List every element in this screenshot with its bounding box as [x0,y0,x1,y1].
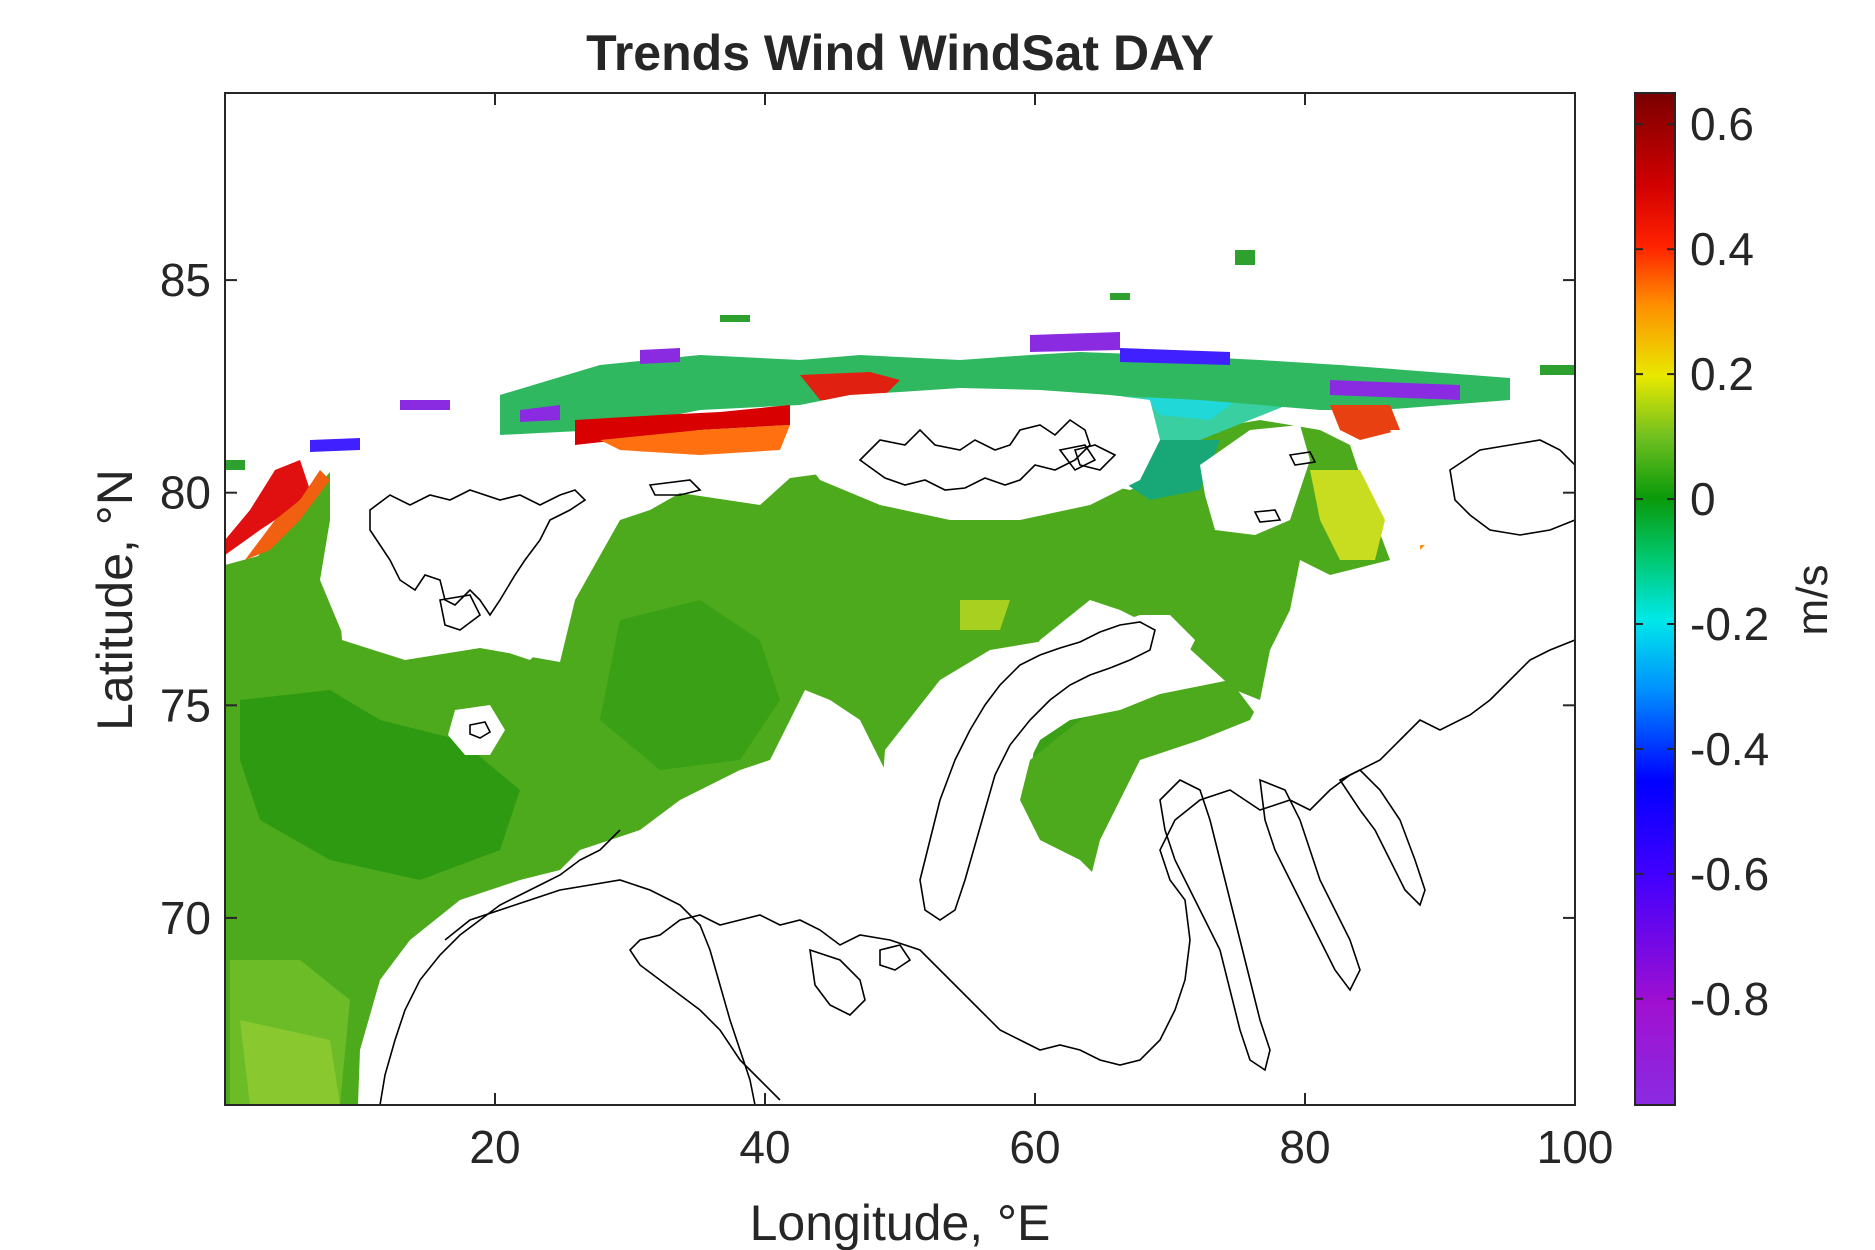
y-tick-label: 75 [160,679,211,731]
ice-edge-band [225,460,310,555]
ice-edge-band [1235,250,1255,265]
ice-edge-band [520,405,560,422]
x-tick-label: 100 [1537,1121,1614,1173]
ice-edge-band [1330,405,1400,440]
kola-coast [379,829,621,1105]
ice-edge-band [225,460,245,470]
ice-edge-band [720,315,750,322]
ocean-trend-region [1310,470,1385,560]
northern-kara-mask [1200,425,1310,535]
ice-edge-band [640,348,680,364]
x-tick-label: 20 [469,1121,520,1173]
y-axis: 70 75 80 85 [160,254,1575,944]
ocean-trend-region [240,1020,340,1105]
y-axis-label: Latitude, °N [87,469,143,731]
y-tick-label: 85 [160,254,211,306]
trend-field [225,250,1575,1105]
ice-edge-band [600,425,790,455]
ushakov-coast [1288,451,1317,466]
colorbar-label: m/s [1788,565,1837,636]
ocean-trend-region [225,420,1390,1105]
x-tick-label: 60 [1009,1121,1060,1173]
coastlines [369,418,1575,1105]
svalbard-coast [369,489,587,617]
siberia-mask [1050,430,1575,1105]
taymyr-coast [1338,769,1426,907]
svalbard-coast [648,479,702,496]
ice-edge-band [310,438,360,452]
novaya-zemlya-mask [880,615,1195,920]
kanin-mask [800,850,920,1000]
bear-island-coast [469,721,492,739]
ice-edge-band [400,400,450,410]
ocean-trend-region [960,600,1010,630]
yamal-coast [1159,779,1271,1072]
franz-josef-coast [1073,444,1117,471]
white-sea-coast [809,948,866,1016]
colorbar-tick-label: -0.8 [1690,973,1769,1025]
ice-edge-band [1110,293,1130,300]
colorbar-tick-label: -0.6 [1690,848,1769,900]
colorbar-tick-label: 0.4 [1690,223,1754,275]
ocean-trend-region [600,600,780,770]
svalbard-coast [439,594,482,631]
map-title: Trends Wind WindSat DAY [586,25,1214,81]
ice-edge-band [1120,348,1230,365]
ice-edge-band [575,405,790,445]
colorbar-ticks: 0.6 0.4 0.2 0 -0.2 -0.4 -0.6 -0.8 [1635,98,1769,1025]
franz-josef-coast [858,418,1091,491]
x-tick-label: 40 [739,1121,790,1173]
ice-edge-band [800,372,900,400]
novaya-zemlya-coast [919,621,1156,921]
colorbar-tick-label: 0 [1690,473,1716,525]
gydan-coast [1259,778,1361,992]
coastline-layer [320,388,1575,1105]
colorbar-tick-label: 0.2 [1690,348,1754,400]
svalbard-mask [320,450,600,660]
colorbar-tick-label: 0.6 [1690,98,1754,150]
colorbar-tick-label: -0.2 [1690,598,1769,650]
kolguev-coast [879,944,912,971]
x-axis: 20 40 60 80 100 [469,93,1613,1173]
plot-frame [224,92,1576,1106]
y-tick-label: 80 [160,467,211,519]
x-tick-label: 80 [1279,1121,1330,1173]
ice-edge-band [1540,365,1575,375]
bear-island-mask [448,705,505,755]
colorbar [1634,92,1676,1106]
norway-coast [444,879,756,1105]
x-axis-label: Longitude, °E [750,1195,1051,1250]
severnaya-zemlya-coast [1449,439,1575,536]
ocean-trend-region [240,690,520,880]
vize-coast [1253,509,1282,523]
colorbar-tick-label: -0.4 [1690,723,1769,775]
franz-josef-mask [790,388,1160,520]
ice-edge-band [1330,380,1460,400]
ice-edge-band [1030,332,1120,352]
franz-josef-coast [1058,444,1097,472]
y-tick-label: 70 [160,892,211,944]
ice-edge-band [245,470,330,560]
